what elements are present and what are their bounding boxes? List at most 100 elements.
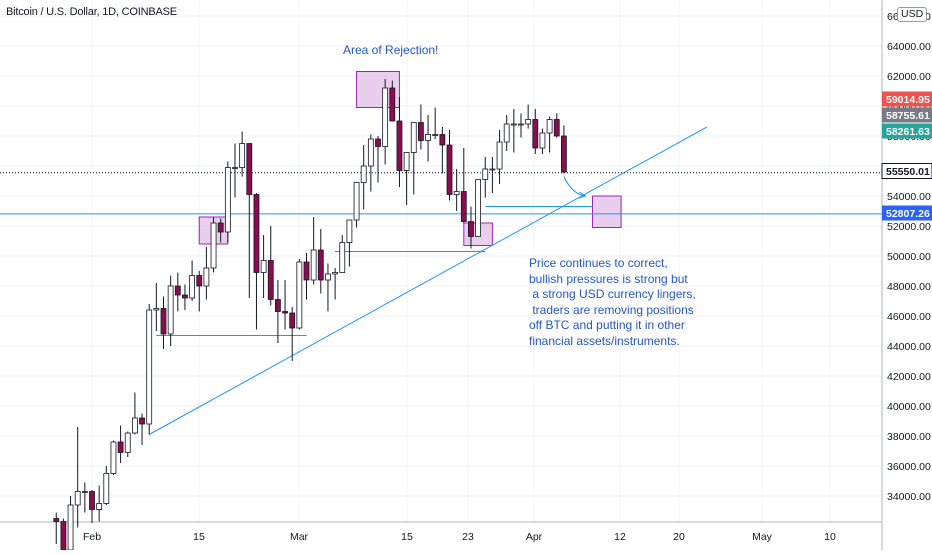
candle-body bbox=[96, 503, 103, 510]
candle-body bbox=[160, 308, 167, 335]
candle-body bbox=[382, 87, 389, 147]
candle bbox=[153, 283, 160, 331]
candle bbox=[375, 136, 381, 183]
x-tick-label: Mar bbox=[290, 531, 309, 543]
candles bbox=[53, 79, 567, 555]
x-tick-label: 20 bbox=[673, 531, 685, 543]
candle-body bbox=[274, 299, 281, 312]
candle-body bbox=[232, 167, 238, 169]
x-tick-label: 23 bbox=[462, 531, 474, 543]
y-tick-label: 50000.00 bbox=[887, 251, 931, 263]
candle bbox=[475, 179, 482, 237]
currency-selector[interactable]: USD bbox=[897, 7, 928, 22]
candle-body bbox=[496, 141, 503, 170]
price-badge bbox=[882, 205, 932, 221]
candle bbox=[124, 431, 131, 457]
candle-body bbox=[317, 249, 324, 281]
y-tick-label: 62000.00 bbox=[887, 71, 931, 83]
candle-body bbox=[167, 285, 174, 335]
candle bbox=[460, 148, 467, 223]
arrow-head bbox=[578, 191, 587, 199]
symbol-title[interactable]: Bitcoin / U.S. Dollar, 1D, COINBASE bbox=[6, 6, 177, 18]
candle-body bbox=[410, 122, 417, 153]
candle-body bbox=[67, 504, 74, 551]
price-badge-label: 52807.26 bbox=[886, 208, 930, 220]
candle-body bbox=[203, 267, 210, 287]
candle bbox=[60, 518, 67, 555]
y-tick-label: 64000.00 bbox=[887, 41, 931, 53]
candle bbox=[239, 131, 246, 177]
candle bbox=[539, 128, 546, 154]
candle-body bbox=[196, 275, 203, 287]
candle bbox=[489, 157, 496, 193]
candle-body bbox=[518, 123, 524, 126]
candle bbox=[267, 226, 274, 306]
axes bbox=[0, 0, 883, 550]
candle-body bbox=[267, 260, 274, 300]
candle-body bbox=[532, 119, 539, 149]
price-badge bbox=[882, 123, 932, 139]
candle-body bbox=[81, 491, 88, 493]
candle bbox=[196, 271, 203, 312]
y-tick-label: 36000.00 bbox=[887, 461, 931, 473]
candle-body bbox=[389, 87, 396, 122]
arrow-line[interactable] bbox=[563, 176, 586, 197]
candle-body bbox=[246, 143, 253, 195]
candle-body bbox=[439, 134, 446, 146]
trendline[interactable] bbox=[148, 126, 708, 435]
candle bbox=[189, 260, 196, 301]
candle bbox=[274, 280, 281, 343]
candle-body bbox=[189, 275, 196, 299]
candle bbox=[410, 122, 417, 195]
candle-body bbox=[561, 135, 567, 173]
price-badge bbox=[881, 163, 932, 179]
candle bbox=[482, 157, 489, 198]
zones[interactable] bbox=[198, 71, 622, 246]
candle bbox=[89, 490, 95, 523]
candle bbox=[518, 113, 524, 138]
price-badge-label: 58755.61 bbox=[886, 110, 930, 122]
zone-box[interactable] bbox=[592, 195, 622, 228]
candle bbox=[282, 280, 288, 330]
candle bbox=[217, 218, 224, 243]
candle bbox=[296, 259, 303, 330]
candle-body bbox=[446, 144, 453, 195]
y-tick-label: 40000.00 bbox=[887, 401, 931, 413]
candle bbox=[81, 482, 88, 513]
candle-body bbox=[360, 165, 367, 183]
y-tick-label: 34000.00 bbox=[887, 491, 931, 503]
candle bbox=[417, 104, 424, 150]
candle bbox=[339, 235, 346, 273]
candle-body bbox=[289, 312, 296, 329]
candle bbox=[253, 193, 260, 330]
candle bbox=[453, 169, 460, 211]
candle-body bbox=[146, 309, 153, 425]
y-tick-label: 38000.00 bbox=[887, 431, 931, 443]
candle bbox=[353, 182, 360, 228]
candle-body bbox=[325, 273, 331, 281]
candle-body bbox=[89, 491, 95, 510]
y-tick-label: 48000.00 bbox=[887, 281, 931, 293]
candle-body bbox=[425, 134, 431, 141]
candle bbox=[446, 130, 453, 201]
candle bbox=[174, 272, 181, 312]
y-tick-label: 46000.00 bbox=[887, 311, 931, 323]
candle bbox=[346, 219, 353, 267]
candle-body bbox=[453, 191, 460, 195]
candle-body bbox=[217, 222, 224, 233]
candle bbox=[96, 485, 103, 522]
candle-body bbox=[403, 152, 410, 171]
candle bbox=[74, 427, 81, 528]
x-tick-label: Feb bbox=[83, 531, 101, 543]
price-badge bbox=[882, 107, 932, 123]
candle bbox=[367, 134, 374, 192]
candle-body bbox=[131, 417, 138, 434]
candle-body bbox=[182, 294, 188, 299]
y-tick-label: 44000.00 bbox=[887, 341, 931, 353]
candle bbox=[553, 113, 560, 138]
drawing-lines[interactable] bbox=[0, 126, 882, 435]
candle bbox=[232, 143, 238, 198]
candle-body bbox=[74, 491, 81, 506]
